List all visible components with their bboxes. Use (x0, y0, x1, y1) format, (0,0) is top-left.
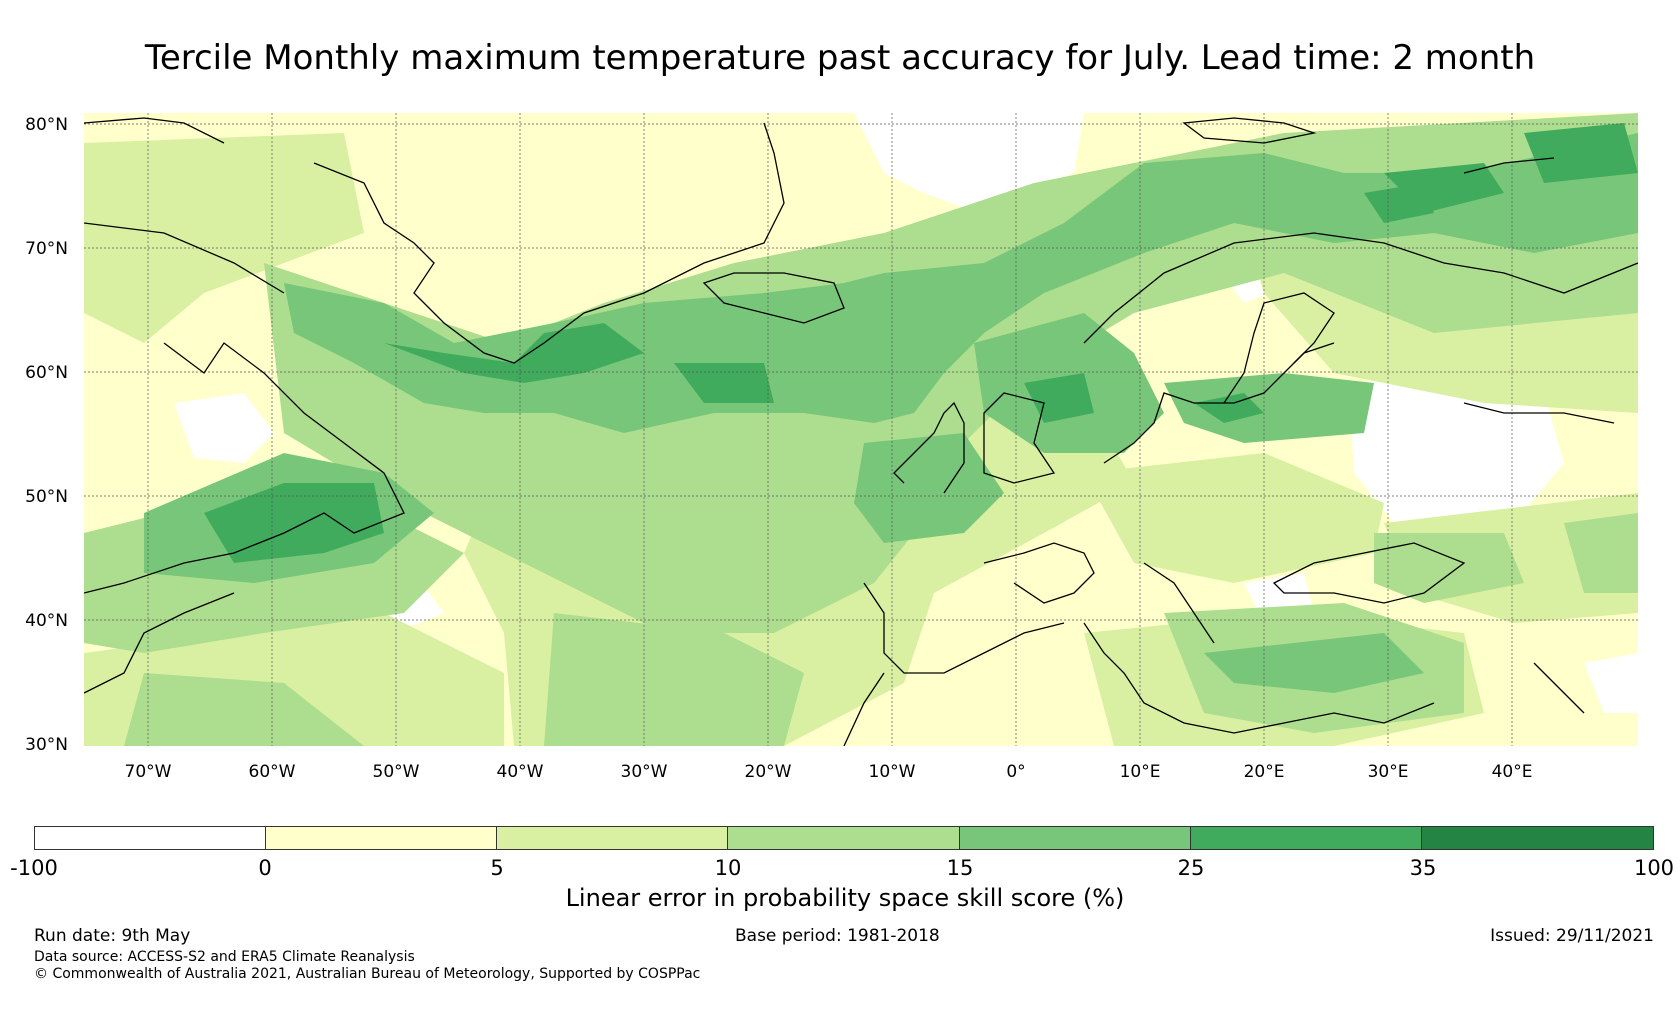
lon-tick-label: 60°W (248, 762, 296, 782)
issued-date: Issued: 29/11/2021 (1490, 926, 1654, 946)
base-period: Base period: 1981-2018 (735, 926, 940, 946)
lon-tick-label: 40°W (496, 762, 544, 782)
colorbar-segment (728, 827, 960, 849)
colorbar-segment (1190, 827, 1422, 849)
lat-tick-label: 40°N (25, 611, 68, 631)
lon-tick-label: 50°W (372, 762, 420, 782)
coastlines (84, 117, 1638, 746)
lon-tick-label: 20°W (744, 762, 792, 782)
data-source: Data source: ACCESS-S2 and ERA5 Climate … (34, 949, 415, 965)
colorbar-segment (35, 827, 267, 849)
colorbar-tick-label: 100 (1633, 856, 1675, 880)
colorbar (34, 826, 1654, 850)
colorbar-segment (266, 827, 498, 849)
colorbar-tick-label: 25 (1177, 856, 1205, 880)
colorbar-segment (959, 827, 1191, 849)
colorbar-tick-label: 35 (1409, 856, 1437, 880)
colorbar-segment (1421, 827, 1653, 849)
lat-tick-label: 60°N (25, 363, 68, 383)
skill-25-35-areas (204, 123, 1638, 563)
skill-score-map[interactable] (84, 113, 1638, 746)
lat-tick-label: 30°N (25, 735, 68, 755)
lon-tick-label: 20°E (1243, 762, 1285, 782)
lon-tick-label: 40°E (1491, 762, 1533, 782)
lat-tick-label: 80°N (25, 115, 68, 135)
chart-title: Tercile Monthly maximum temperature past… (144, 38, 1536, 78)
colorbar-tick-label: 5 (490, 856, 504, 880)
lon-tick-label: 70°W (124, 762, 172, 782)
copyright-notice: © Commonwealth of Australia 2021, Austra… (34, 966, 701, 982)
lon-tick-label: 30°W (620, 762, 668, 782)
lon-tick-label: 10°E (1119, 762, 1161, 782)
lon-tick-label: 0° (1006, 762, 1026, 782)
graticule (84, 113, 1638, 746)
lon-tick-label: 30°E (1367, 762, 1409, 782)
run-date: Run date: 9th May (34, 926, 191, 946)
colorbar-label: Linear error in probability space skill … (565, 884, 1125, 912)
lat-tick-label: 70°N (25, 239, 68, 259)
colorbar-tick-label: 10 (714, 856, 742, 880)
colorbar-tick-label: 15 (946, 856, 974, 880)
map-canvas (84, 113, 1638, 746)
lat-tick-label: 50°N (25, 487, 68, 507)
colorbar-tick-label: 0 (258, 856, 272, 880)
lon-tick-label: 10°W (868, 762, 916, 782)
colorbar-segment (497, 827, 729, 849)
colorbar-tick-label: -100 (10, 856, 58, 880)
